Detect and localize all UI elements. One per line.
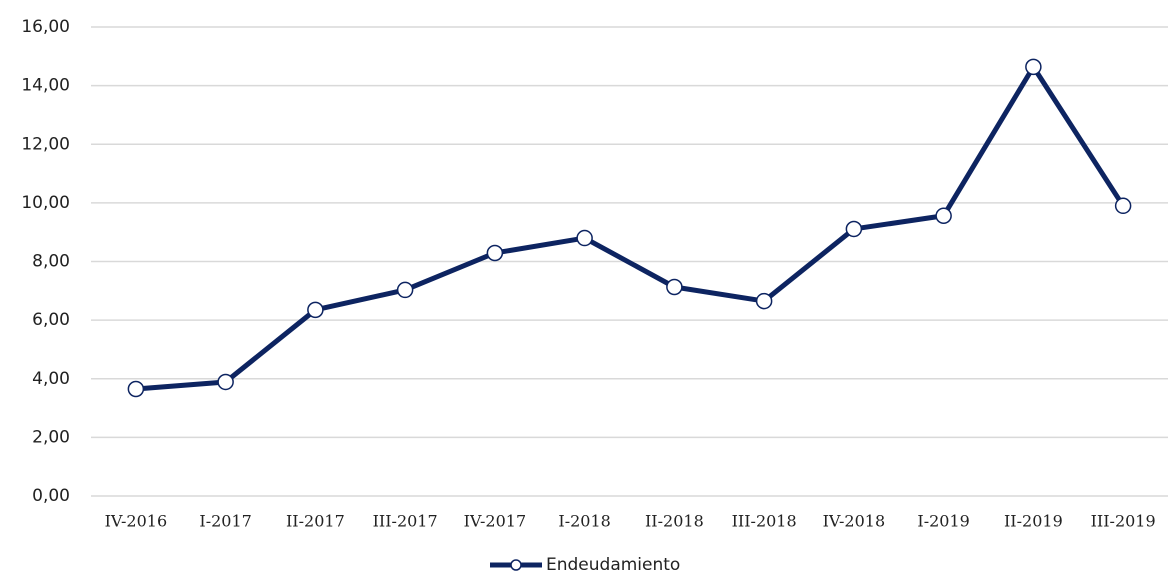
point-marker: [217, 373, 234, 391]
point-marker: [396, 281, 414, 299]
point-marker: [845, 220, 863, 238]
x-tick-label: IV-2016: [105, 512, 168, 531]
point-marker: [486, 244, 504, 262]
point-marker: [935, 207, 952, 225]
point-marker: [127, 380, 145, 398]
x-tick-label: I-2019: [917, 512, 969, 531]
point-marker: [1114, 197, 1132, 215]
y-tick-label: 12,00: [21, 134, 70, 154]
series-line: [135, 64, 1126, 392]
x-tick-label: II-2019: [1004, 512, 1063, 531]
legend-marker: [510, 559, 522, 571]
x-tick-label: III-2017: [373, 512, 438, 531]
x-tick-label: I-2018: [558, 512, 610, 531]
x-tick-label: IV-2018: [823, 512, 886, 531]
point-marker: [576, 229, 593, 247]
y-tick-label: 6,00: [32, 310, 70, 330]
y-tick-label: 14,00: [21, 76, 70, 96]
point-marker: [1025, 58, 1042, 76]
x-tick-label: III-2018: [732, 512, 797, 531]
point-marker: [307, 301, 324, 319]
point-marker: [666, 278, 683, 296]
y-tick-label: 4,00: [32, 369, 70, 389]
x-tick-label: II-2017: [286, 512, 345, 531]
x-tick-label: III-2019: [1091, 512, 1156, 531]
x-tick-label: I-2017: [199, 512, 251, 531]
y-tick-label: 8,00: [32, 252, 70, 272]
y-tick-label: 2,00: [32, 427, 70, 447]
legend-label: Endeudamiento: [546, 555, 680, 575]
x-tick-label: IV-2017: [464, 512, 527, 531]
point-marker: [755, 292, 773, 310]
x-tick-label: II-2018: [645, 512, 704, 531]
y-tick-label: 10,00: [21, 193, 70, 213]
y-tick-label: 0,00: [32, 486, 70, 506]
y-tick-label: 16,00: [21, 17, 70, 37]
